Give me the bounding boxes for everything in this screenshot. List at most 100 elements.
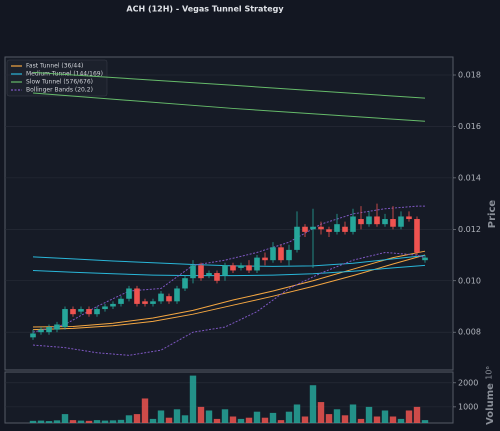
volume-bar [261, 417, 269, 423]
volume-bar [325, 414, 333, 423]
volume-bar [381, 410, 389, 423]
volume-bar [93, 420, 101, 423]
overlay-line [32, 92, 426, 122]
y-tick-label: 0.016 [458, 122, 481, 131]
legend [6, 59, 108, 97]
volume-bar [141, 398, 149, 423]
candle-body [374, 216, 380, 225]
candle-body [118, 298, 124, 304]
candle-body [294, 226, 300, 250]
volume-bar [181, 415, 189, 423]
volume-bar [373, 416, 381, 423]
volume-bar [237, 418, 245, 423]
candle-body [46, 327, 52, 333]
candle-body [110, 303, 116, 307]
candle-body [358, 219, 364, 225]
candle-body [182, 278, 188, 289]
volume-bar [85, 420, 93, 423]
candle-body [286, 249, 292, 261]
candle-body [366, 216, 372, 225]
candle-body [150, 301, 156, 304]
candle-body [222, 265, 228, 276]
candle-body [422, 257, 428, 261]
candle-body [334, 224, 340, 232]
candle-body [134, 288, 140, 304]
candle-body [126, 288, 132, 299]
volume-bar [253, 411, 261, 423]
volume-bar [341, 415, 349, 423]
volume-bar [77, 420, 85, 423]
y-tick-label: 2000 [458, 378, 478, 387]
y-tick-label: 1000 [458, 402, 478, 411]
volume-bar [197, 406, 205, 423]
y-tick-label: 0.018 [458, 71, 481, 80]
volume-bar [397, 418, 405, 423]
volume-bar [61, 414, 69, 423]
y-axis-label: Volume [485, 383, 496, 425]
candle-body [166, 296, 172, 302]
volume-bar [205, 410, 213, 423]
volume-bar [117, 419, 125, 423]
candle-body [326, 229, 332, 232]
volume-bar [29, 420, 37, 423]
volume-bar [189, 375, 197, 423]
candle-body [78, 309, 84, 312]
legend-label: Slow Tunnel (576/676) [26, 79, 93, 86]
volume-bar [269, 412, 277, 423]
candle-body [406, 216, 412, 220]
y-tick-label: 0.010 [458, 276, 481, 285]
y-axis-label: Price [487, 200, 498, 229]
volume-bar [349, 404, 357, 423]
candle-body [342, 226, 348, 232]
candle-body [382, 219, 388, 225]
overlay-line [32, 254, 426, 331]
volume-bar [309, 385, 317, 423]
candle-body [254, 257, 260, 271]
volume-bar [221, 409, 229, 423]
candle-body [350, 216, 356, 232]
candle-body [398, 216, 404, 227]
volume-bar [109, 420, 117, 423]
volume-bar [125, 415, 133, 423]
volume-bar [301, 416, 309, 423]
volume-bar [421, 420, 429, 423]
volume-bar [133, 414, 141, 423]
volume-bar [277, 420, 285, 423]
volume-bar [173, 409, 181, 423]
candle-body [174, 288, 180, 302]
volume-panel [4, 371, 454, 424]
candle-body [158, 293, 164, 302]
y-tick-label: 0.008 [458, 328, 481, 337]
chart-title: ACH (12H) - Vegas Tunnel Strategy [126, 5, 284, 14]
candle-body [102, 306, 108, 310]
candle-body [262, 257, 268, 261]
overlay-line [32, 71, 426, 99]
volume-bar [213, 418, 221, 423]
volume-bar [37, 420, 45, 423]
candle-body [278, 247, 284, 261]
candle-body [390, 219, 396, 227]
volume-bar [317, 402, 325, 423]
candle-body [62, 309, 68, 328]
volume-bar [45, 421, 53, 423]
volume-bar [357, 418, 365, 423]
volume-bar [69, 420, 77, 423]
candle-body [94, 309, 100, 315]
candle-body [142, 301, 148, 304]
volume-bar [101, 420, 109, 423]
candle-body [190, 265, 196, 279]
volume-bar [53, 420, 61, 423]
candle-body [310, 226, 316, 230]
y-tick-label: 0.012 [458, 225, 481, 234]
candle-body [54, 324, 60, 330]
volume-bar [293, 404, 301, 423]
candle-body [302, 226, 308, 232]
volume-bar [157, 410, 165, 423]
price-panel [4, 56, 454, 371]
volume-bar [285, 411, 293, 423]
volume-bar [405, 410, 413, 423]
candle-body [270, 247, 276, 261]
y-tick-label: 0.014 [458, 173, 481, 182]
volume-bar [413, 406, 421, 423]
